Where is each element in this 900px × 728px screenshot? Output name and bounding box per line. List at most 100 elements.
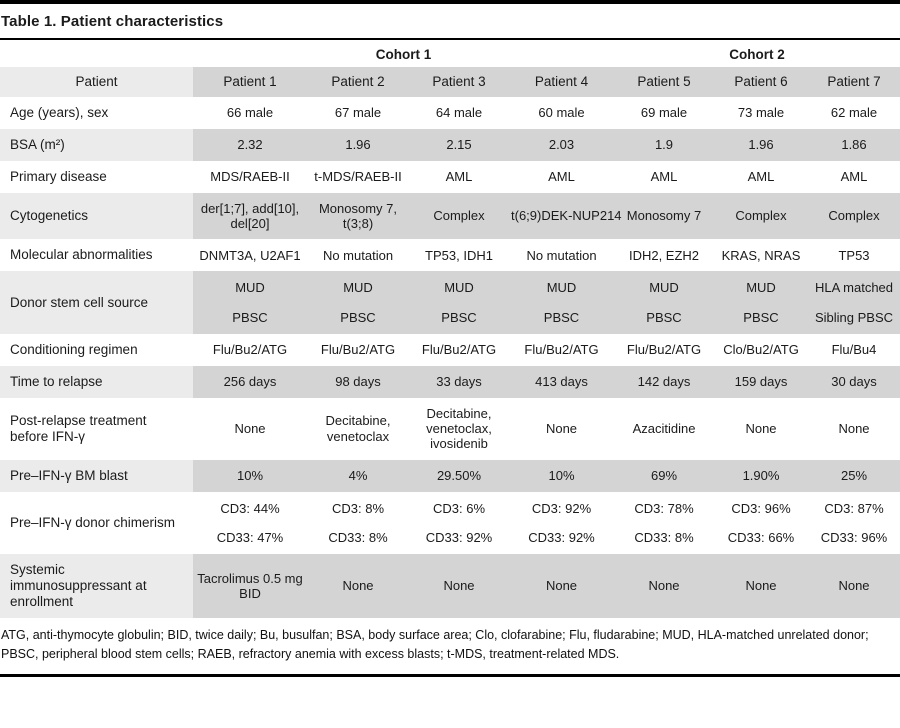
cell-value: Monosomy 7 [614, 192, 714, 240]
cell-value: None [409, 554, 509, 619]
cell-value: None [614, 554, 714, 619]
cell-value: der[1;7], add[10], del[20] [193, 192, 307, 240]
row-label: Pre–IFN-γ donor chimerism [0, 491, 193, 555]
row-label: Donor stem cell source [0, 271, 193, 334]
cell-value: Flu/Bu2/ATG [193, 333, 307, 366]
cell-value: Flu/Bu2/ATG [409, 333, 509, 366]
top-rule [0, 0, 900, 4]
cell-value: 10% [509, 459, 614, 492]
cell-value: None [307, 554, 409, 619]
row-label: Systemic immunosuppressant at enrollment [0, 554, 193, 619]
cell-value: Flu/Bu2/ATG [307, 333, 409, 366]
cell-value: AML [808, 160, 900, 193]
cell-value: TP53, IDH1 [409, 239, 509, 272]
cell-value: 256 days [193, 365, 307, 398]
row-label: Cytogenetics [0, 192, 193, 240]
cell-value: 1.90% [714, 459, 808, 492]
cell-value: Decitabine, venetoclax [307, 397, 409, 460]
cell-value: Flu/Bu2/ATG [509, 333, 614, 366]
cell-value: None [714, 397, 808, 460]
cell-value: 10% [193, 459, 307, 492]
cell-value: 413 days [509, 365, 614, 398]
cell-value: 1.9 [614, 128, 714, 161]
table-row: Pre–IFN-γ donor chimerism CD3: 44% CD33: 4… [0, 491, 900, 555]
table-row: BSA (m²) 2.32 1.96 2.15 2.03 1.9 1.96 1.86 [0, 128, 900, 161]
cell-value: Tacrolimus 0.5 mg BID [193, 554, 307, 619]
patient-column-label: Patient [0, 66, 193, 97]
row-label: Age (years), sex [0, 96, 193, 129]
table-row: Time to relapse 256 days 98 days 33 days 413… [0, 365, 900, 398]
cell-value: AML [409, 160, 509, 193]
cell-value: 64 male [409, 96, 509, 129]
patient-column-header: Patient 7 [808, 66, 900, 97]
patient-column-header: Patient 6 [714, 66, 808, 97]
cell-value: KRAS, NRAS [714, 239, 808, 272]
cell-value: Complex [409, 192, 509, 240]
cohort-label: Cohort 2 [614, 40, 900, 67]
cell-value: 60 male [509, 96, 614, 129]
cohort-header-row: Cohort 1 Cohort 2 [0, 40, 900, 67]
cell-value: 1.96 [307, 128, 409, 161]
cell-value: 33 days [409, 365, 509, 398]
table-title: Table 1. Patient characteristics [1, 13, 224, 30]
cell-value: AML [614, 160, 714, 193]
cell-value: 159 days [714, 365, 808, 398]
cell-value: 69% [614, 459, 714, 492]
cell-value: MUD PBSC [307, 271, 409, 334]
cell-value: Azacitidine [614, 397, 714, 460]
table-row: Conditioning regimen Flu/Bu2/ATG Flu/Bu2/A… [0, 333, 900, 366]
cell-value: 98 days [307, 365, 409, 398]
row-label: Post-relapse treatment before IFN-γ [0, 397, 193, 460]
cell-value: t-MDS/RAEB-II [307, 160, 409, 193]
table-row: Primary disease MDS/RAEB-II t-MDS/RAEB-II A… [0, 160, 900, 193]
cell-value: CD3: 44% CD33: 47% [193, 491, 307, 555]
cell-value: 69 male [614, 96, 714, 129]
cell-value: 29.50% [409, 459, 509, 492]
title-rule [0, 38, 900, 40]
table-head: Cohort 1 Cohort 2 Patient Patient 1 Patient … [0, 40, 900, 97]
patient-column-header: Patient 4 [509, 66, 614, 97]
table-row: Age (years), sex 66 male 67 male 64 male 60 … [0, 96, 900, 129]
cohort-spacer [0, 40, 193, 67]
cell-value: Flu/Bu4 [808, 333, 900, 366]
cell-value: No mutation [307, 239, 409, 272]
cell-value: Flu/Bu2/ATG [614, 333, 714, 366]
cell-value: 142 days [614, 365, 714, 398]
table-body: Age (years), sex 66 male 67 male 64 male 60 … [0, 96, 900, 619]
cell-value: MUD PBSC [509, 271, 614, 334]
row-label: Pre–IFN-γ BM blast [0, 459, 193, 492]
cell-value: None [714, 554, 808, 619]
cell-value: None [509, 554, 614, 619]
table-row: Cytogenetics der[1;7], add[10], del[20] Mo… [0, 192, 900, 240]
patient-table: Cohort 1 Cohort 2 Patient Patient 1 Patient … [0, 40, 900, 619]
row-label: Primary disease [0, 160, 193, 193]
cell-value: Clo/Bu2/ATG [714, 333, 808, 366]
cell-value: 73 male [714, 96, 808, 129]
cell-value: Complex [714, 192, 808, 240]
cell-value: CD3: 8% CD33: 8% [307, 491, 409, 555]
cell-value: CD3: 92% CD33: 92% [509, 491, 614, 555]
cell-value: 1.96 [714, 128, 808, 161]
cell-value: 2.15 [409, 128, 509, 161]
cell-value: 66 male [193, 96, 307, 129]
patient-column-header: Patient 1 [193, 66, 307, 97]
cell-value: Monosomy 7, t(3;8) [307, 192, 409, 240]
cell-value: IDH2, EZH2 [614, 239, 714, 272]
cell-value: HLA matched Sibling PBSC [808, 271, 900, 334]
patient-column-header: Patient 3 [409, 66, 509, 97]
cell-value: No mutation [509, 239, 614, 272]
cell-value: None [193, 397, 307, 460]
cell-value: Complex [808, 192, 900, 240]
cell-value: Decitabine, venetoclax, ivosidenib [409, 397, 509, 460]
row-label: Conditioning regimen [0, 333, 193, 366]
cell-value: CD3: 6% CD33: 92% [409, 491, 509, 555]
cell-value: 62 male [808, 96, 900, 129]
table-row: Donor stem cell source MUD PBSC MUD PBSC MUD P… [0, 271, 900, 334]
cell-value: CD3: 87% CD33: 96% [808, 491, 900, 555]
cell-value: TP53 [808, 239, 900, 272]
table-footnote: ATG, anti-thymocyte globulin; BID, twice… [1, 628, 869, 661]
row-label: BSA (m²) [0, 128, 193, 161]
patient-header-row: Patient Patient 1 Patient 2 Patient 3 Patien… [0, 66, 900, 97]
cell-value: CD3: 96% CD33: 66% [714, 491, 808, 555]
row-label: Molecular abnormalities [0, 239, 193, 272]
